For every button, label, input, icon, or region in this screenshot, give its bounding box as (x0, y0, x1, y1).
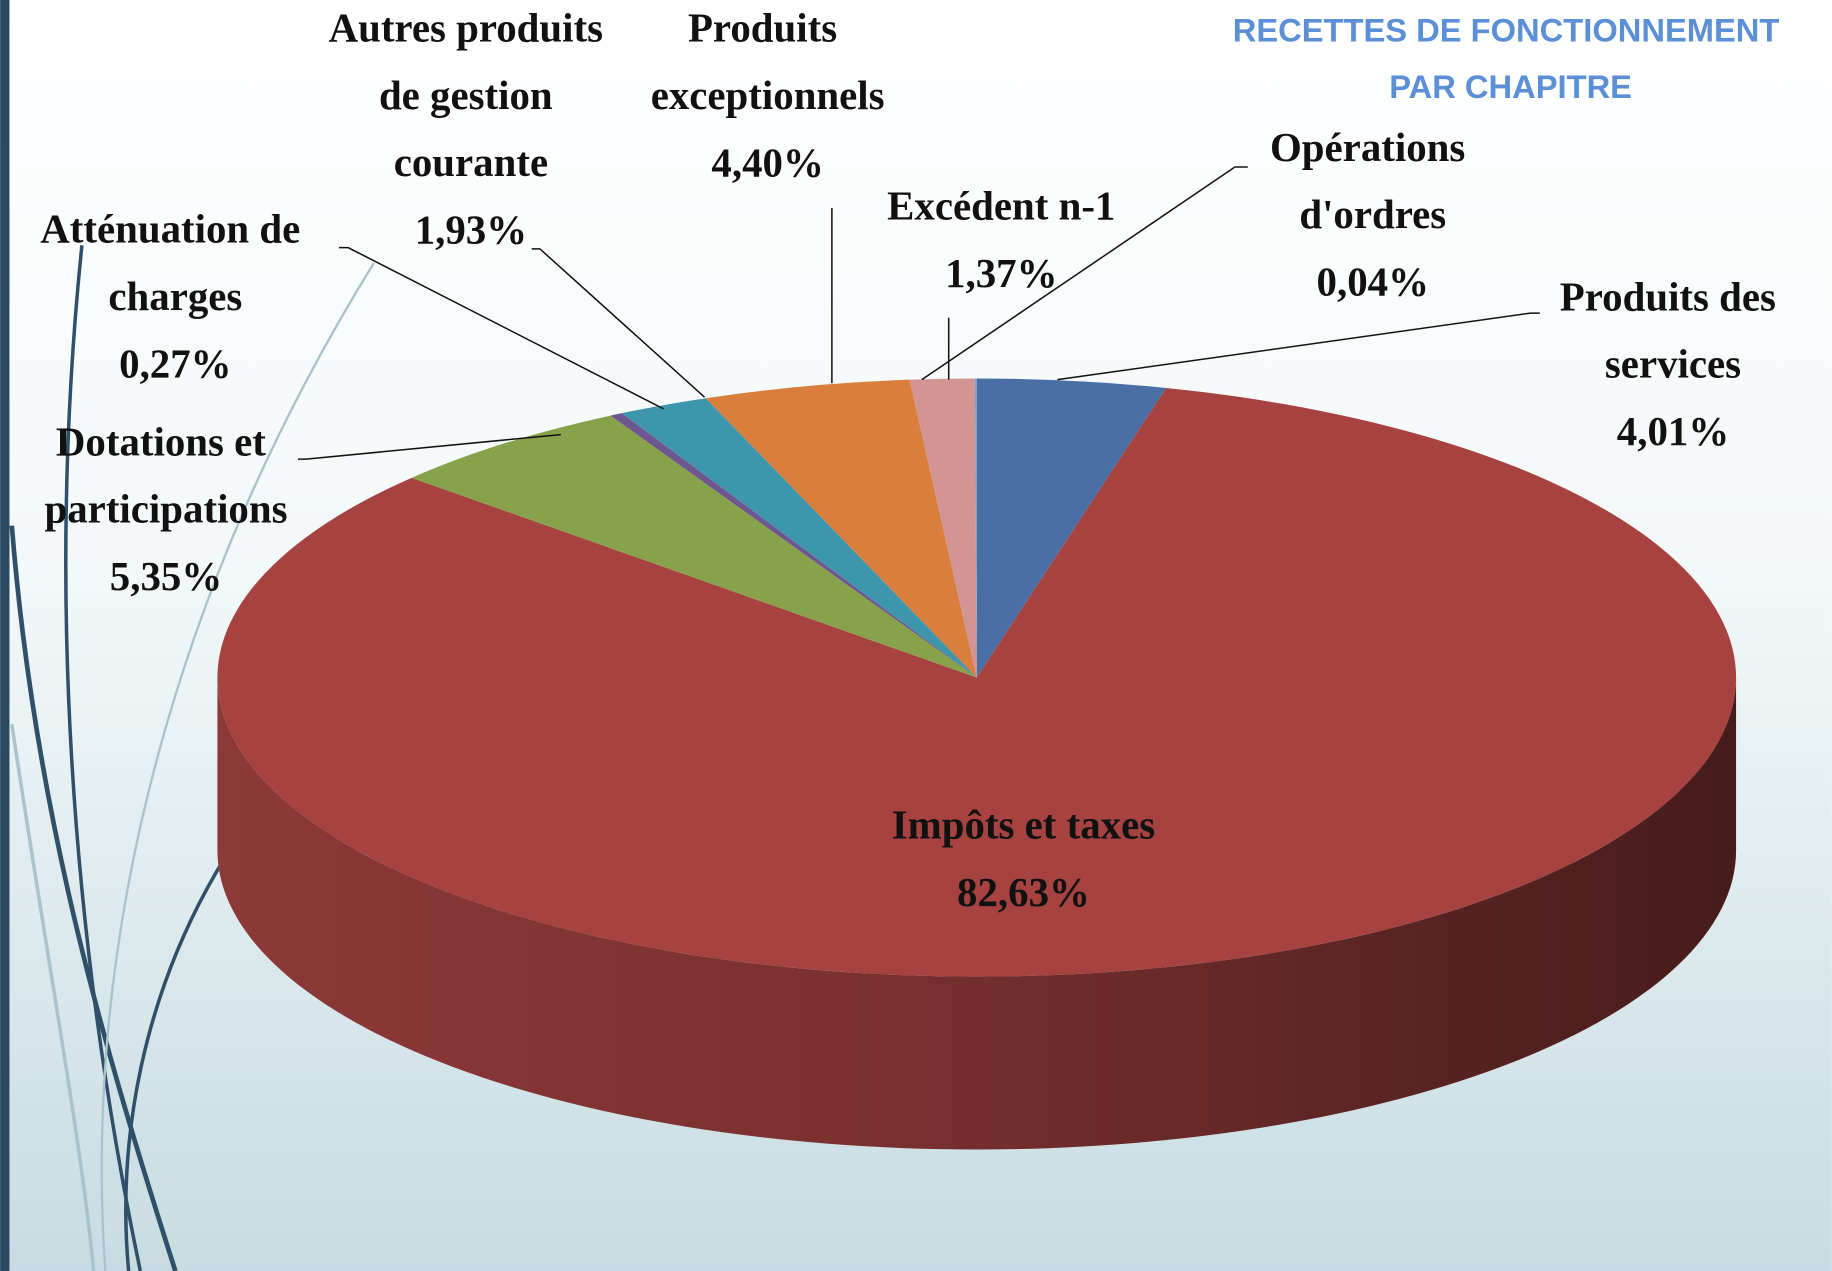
slice-label: Excédent n-1 (887, 184, 1115, 229)
slice (411, 415, 977, 678)
slice-label: Atténuation de charges (40, 207, 310, 319)
leader-line (298, 433, 561, 460)
slice-label: Produits exceptionnels (651, 6, 885, 118)
value-label: 1,37% (945, 251, 1057, 296)
slice (621, 398, 977, 678)
slice (217, 387, 1737, 977)
leader-line (531, 248, 706, 398)
leader-line (338, 246, 665, 410)
leader-line (1057, 312, 1540, 381)
slice-label: Dotations et participations (45, 420, 288, 532)
value-label: 1,93% (415, 208, 527, 253)
chart-title: RECETTES DE FONCTIONNEMENT PAR CHAPITRE (1233, 11, 1789, 104)
value-label: 0,04% (1317, 260, 1429, 305)
value-label: 5,35% (110, 554, 222, 599)
slice (705, 379, 977, 678)
slice-label: Produits des services (1560, 275, 1786, 387)
side-bar (0, 0, 10, 1271)
slice-label: Impôts et taxes (892, 803, 1155, 848)
leader-line (921, 166, 1248, 381)
slice-label: Autres produits de gestion courante (329, 6, 614, 185)
slice (976, 378, 1167, 678)
decoration (9, 245, 375, 1271)
plot: Produits des services 4,01% Impôts et taxe… (40, 6, 1786, 1150)
slice (909, 378, 977, 678)
slice-label: Opérations d'ordres (1270, 125, 1476, 237)
value-label: 0,27% (119, 341, 231, 386)
value-label: 4,40% (711, 140, 823, 185)
value-label: 82,63% (957, 870, 1090, 915)
value-label: 4,01% (1617, 409, 1729, 454)
slice (610, 413, 977, 678)
slice-side (217, 677, 1737, 1150)
